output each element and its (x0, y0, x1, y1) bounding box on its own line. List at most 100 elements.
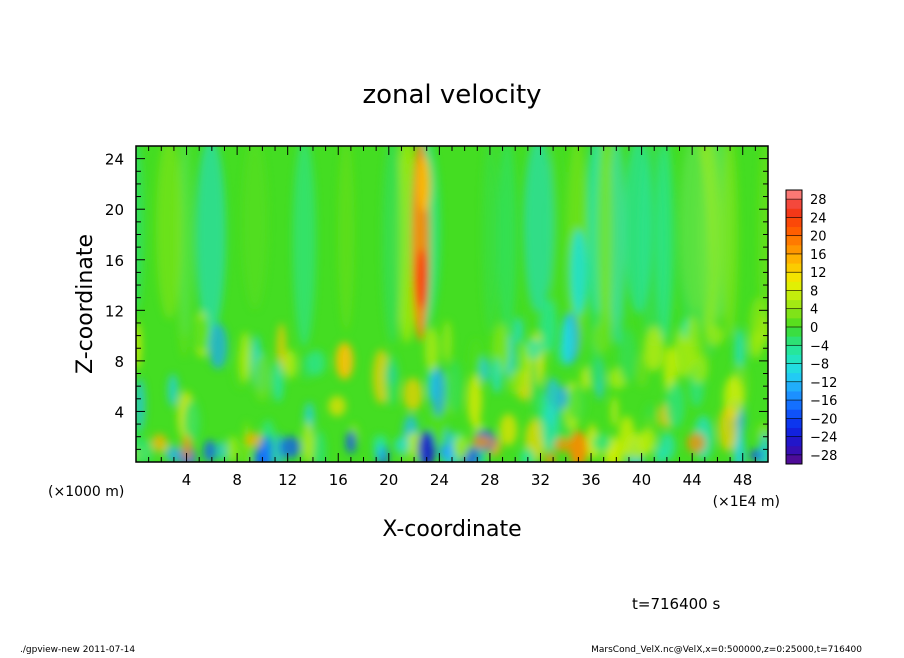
field-blob (513, 316, 524, 345)
field-blob (217, 440, 227, 462)
field-cell (607, 442, 619, 462)
x-tick-label: 20 (379, 471, 398, 489)
field-cell (245, 432, 262, 448)
colorbar-label: −24 (810, 431, 837, 446)
colorbar-bin (786, 272, 802, 282)
colorbar-bin (786, 427, 802, 438)
colorbar-label: −20 (810, 412, 837, 427)
colorbar-label: −28 (810, 449, 837, 464)
field-feature (335, 342, 354, 380)
colorbar-bin (786, 454, 802, 465)
field-blob (424, 327, 439, 373)
field-blob (507, 369, 523, 396)
field-cell (280, 436, 301, 459)
field-blob (704, 325, 725, 346)
field-streak (596, 146, 613, 334)
field-feature (569, 228, 588, 317)
field-streak (624, 146, 653, 314)
jet-core (415, 248, 428, 309)
colorbar-bin (786, 199, 802, 209)
colorbar-bin (786, 400, 802, 410)
colorbar-bin (786, 299, 802, 310)
colorbar-bin (786, 281, 802, 291)
x-tick-label: 36 (581, 471, 600, 489)
field-blob (530, 357, 539, 409)
field-streak (195, 146, 226, 334)
field-blob (193, 316, 212, 352)
colorbar-bin (786, 308, 802, 319)
field-feature (417, 430, 436, 462)
field-cell (636, 429, 656, 455)
field-blob (566, 385, 587, 422)
colorbar-label: −12 (810, 376, 837, 391)
field-blob (136, 321, 142, 370)
colorbar-bin (786, 418, 802, 428)
field-streak (292, 146, 316, 347)
field-cell (203, 439, 217, 462)
colorbar-label: −8 (810, 358, 829, 373)
field-blob (610, 396, 619, 427)
colorbar-bin (786, 354, 802, 365)
colorbar-bin (786, 263, 802, 273)
field-blob (403, 377, 423, 411)
field-cell (471, 435, 493, 449)
field-blob (560, 322, 572, 362)
field-streak (496, 146, 517, 341)
x-tick-label: 8 (232, 471, 242, 489)
colorbar-bin (786, 190, 802, 200)
field-cell (544, 451, 556, 462)
colorbar-bin (786, 436, 802, 447)
field-blob (644, 326, 664, 372)
colorbar-bin (786, 445, 802, 456)
field-blob (748, 330, 764, 359)
x-tick-label: 32 (531, 471, 550, 489)
field-cell (749, 449, 763, 462)
field-blob (636, 352, 649, 388)
field-blob (499, 413, 518, 446)
field-blob (136, 377, 146, 432)
colorbar-bin (786, 226, 802, 237)
colorbar-bin (786, 381, 802, 392)
field-cell (345, 430, 357, 454)
field-blob (689, 353, 708, 384)
colorbar-bin (786, 409, 802, 419)
colorbar-label: 4 (810, 303, 818, 318)
field-shading (136, 146, 768, 462)
field-blob (718, 405, 738, 452)
x-tick-label: 48 (733, 471, 752, 489)
colorbar-bin (786, 217, 802, 228)
colorbar-label: 0 (810, 321, 818, 336)
time-label: t=716400 s (632, 595, 720, 613)
field-streak (523, 146, 554, 312)
field-cell (453, 435, 470, 460)
colorbar: 28 24 20 16 12 8 4 0 −4 −8 −12 −16 −20 −24 −28 (785, 189, 837, 465)
field-blob (524, 338, 544, 360)
colorbar-bin (786, 317, 802, 328)
field-streak (678, 146, 709, 347)
field-cell (227, 435, 239, 462)
y-tick-label: 8 (114, 353, 124, 371)
field-blob (659, 432, 676, 461)
colorbar-bin (786, 363, 802, 374)
field-blob (302, 421, 314, 462)
field-streak (721, 146, 739, 339)
x-tick-label: 24 (430, 471, 449, 489)
x-tick-label: 12 (278, 471, 297, 489)
x-axis: 4 8 12 16 20 24 28 32 36 40 44 48 (148, 146, 756, 489)
colorbar-label: 28 (810, 193, 827, 208)
field-cell (519, 447, 536, 462)
field-cell (394, 436, 410, 454)
field-blob (431, 366, 446, 417)
field-blob (540, 299, 558, 354)
field-blob (284, 349, 297, 379)
field-blob (328, 395, 346, 417)
plot-area (136, 146, 768, 462)
colorbar-bin (786, 235, 802, 246)
y-axis-label: Z-coordinate (73, 234, 98, 374)
y-tick-label: 20 (105, 201, 124, 219)
field-blob (182, 399, 201, 445)
field-blob (558, 385, 568, 409)
field-feature (569, 430, 588, 462)
field-blob (587, 355, 603, 390)
colorbar-bin (786, 372, 802, 383)
